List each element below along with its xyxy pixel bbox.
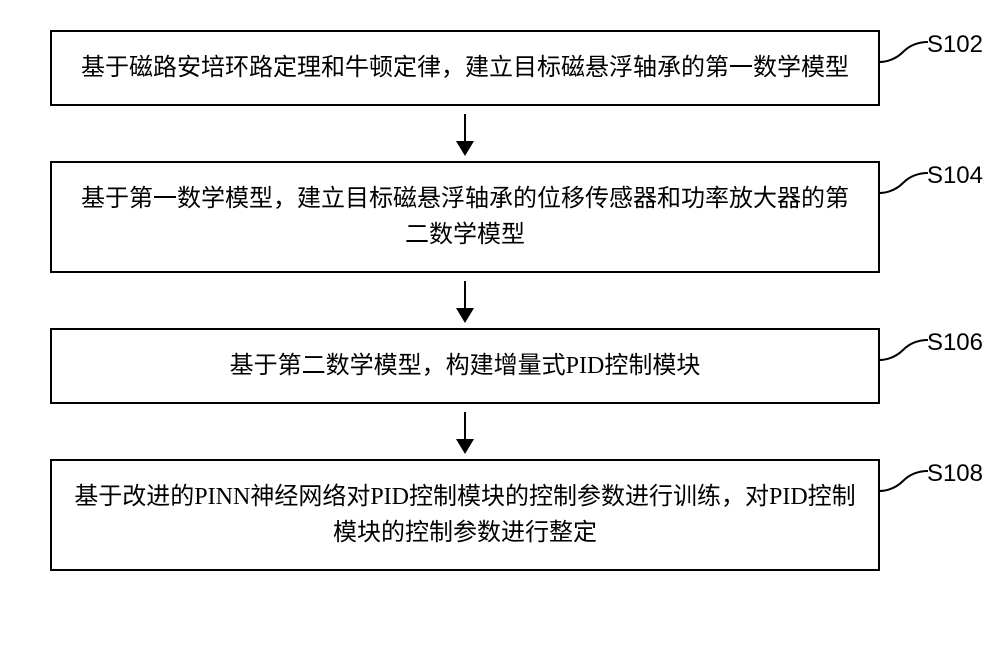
step-label: S106 [927,325,983,361]
step-text: 基于改进的PINN神经网络对PID控制模块的控制参数进行训练，对PID控制模块的… [72,479,858,551]
step-label: S102 [927,27,983,63]
step-text: 基于磁路安培环路定理和牛顿定律，建立目标磁悬浮轴承的第一数学模型 [81,50,849,86]
flowchart-step: S102 基于磁路安培环路定理和牛顿定律，建立目标磁悬浮轴承的第一数学模型 [50,30,880,106]
arrow-connector [50,273,880,328]
step-label: S108 [927,456,983,492]
flowchart-step: S108 基于改进的PINN神经网络对PID控制模块的控制参数进行训练，对PID… [50,459,880,571]
flowchart-container: S102 基于磁路安培环路定理和牛顿定律，建立目标磁悬浮轴承的第一数学模型 S1… [50,30,880,571]
step-text: 基于第二数学模型，构建增量式PID控制模块 [230,348,701,384]
down-arrow-icon [464,114,466,154]
arrow-connector [50,106,880,161]
step-text: 基于第一数学模型，建立目标磁悬浮轴承的位移传感器和功率放大器的第二数学模型 [72,181,858,253]
down-arrow-icon [464,412,466,452]
flowchart-step: S106 基于第二数学模型，构建增量式PID控制模块 [50,328,880,404]
flowchart-step: S104 基于第一数学模型，建立目标磁悬浮轴承的位移传感器和功率放大器的第二数学… [50,161,880,273]
step-label: S104 [927,158,983,194]
arrow-connector [50,404,880,459]
down-arrow-icon [464,281,466,321]
